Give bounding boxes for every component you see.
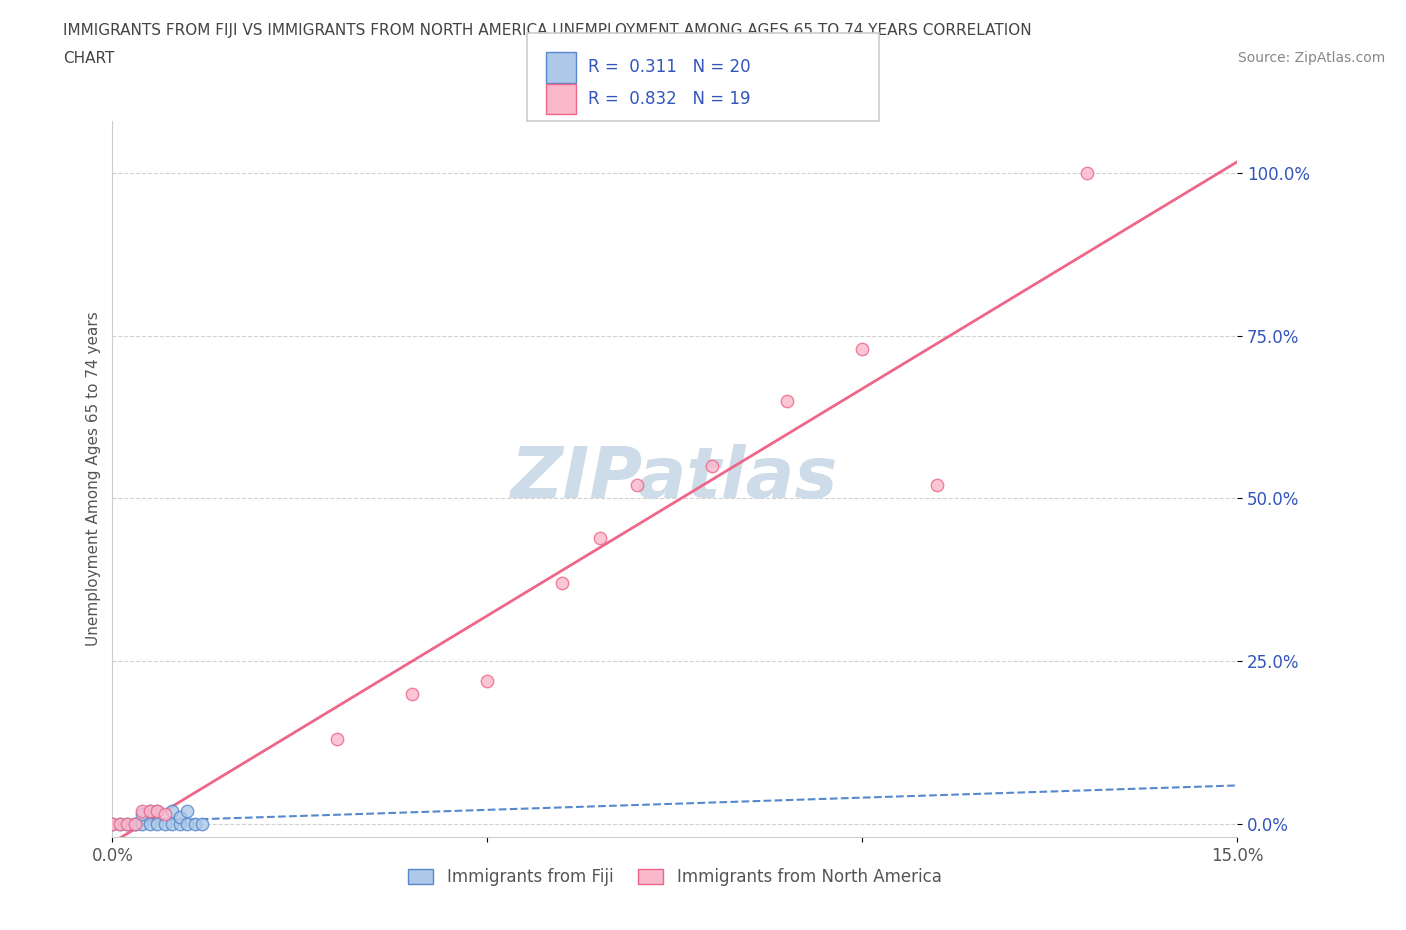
Point	[851, 341, 873, 356]
Point	[101, 817, 124, 831]
Point	[108, 817, 131, 831]
Point	[176, 804, 198, 818]
Point	[131, 807, 153, 822]
Point	[139, 804, 162, 818]
Point	[153, 817, 176, 831]
Legend: Immigrants from Fiji, Immigrants from North America: Immigrants from Fiji, Immigrants from No…	[402, 862, 948, 893]
Point	[139, 804, 162, 818]
Text: R =  0.311   N = 20: R = 0.311 N = 20	[588, 59, 751, 76]
Point	[124, 817, 146, 831]
Point	[184, 817, 207, 831]
Point	[162, 817, 184, 831]
Point	[927, 478, 949, 493]
Point	[1076, 166, 1098, 180]
Point	[401, 686, 423, 701]
Y-axis label: Unemployment Among Ages 65 to 74 years: Unemployment Among Ages 65 to 74 years	[86, 312, 101, 646]
Point	[117, 817, 139, 831]
Point	[176, 817, 198, 831]
Text: IMMIGRANTS FROM FIJI VS IMMIGRANTS FROM NORTH AMERICA UNEMPLOYMENT AMONG AGES 65: IMMIGRANTS FROM FIJI VS IMMIGRANTS FROM …	[63, 23, 1032, 38]
Text: ZIPatlas: ZIPatlas	[512, 445, 838, 513]
Point	[131, 817, 153, 831]
Text: CHART: CHART	[63, 51, 115, 66]
Point	[169, 810, 191, 825]
Point	[589, 530, 612, 545]
Point	[146, 804, 169, 818]
Point	[146, 804, 169, 818]
Point	[162, 804, 184, 818]
Point	[124, 817, 146, 831]
Point	[477, 673, 499, 688]
Point	[131, 804, 153, 818]
Point	[139, 817, 162, 831]
Point	[146, 817, 169, 831]
Point	[101, 817, 124, 831]
Point	[124, 817, 146, 831]
Point	[626, 478, 648, 493]
Point	[776, 393, 799, 408]
Text: Source: ZipAtlas.com: Source: ZipAtlas.com	[1237, 51, 1385, 65]
Point	[191, 817, 214, 831]
Point	[551, 576, 574, 591]
Point	[326, 732, 349, 747]
Point	[153, 807, 176, 822]
Point	[108, 817, 131, 831]
Text: R =  0.832   N = 19: R = 0.832 N = 19	[588, 90, 751, 108]
Point	[117, 817, 139, 831]
Point	[702, 458, 724, 473]
Point	[169, 817, 191, 831]
